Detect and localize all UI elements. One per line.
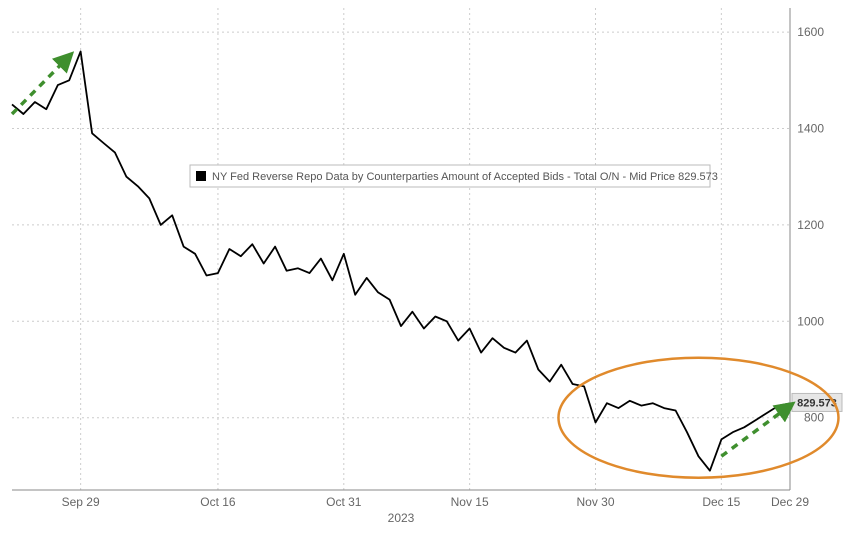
chart-container: 800 1000 1200 1400 1600 Sep 29 Oct 16 Oct 31 Nov… <box>0 0 848 537</box>
chart-svg: 800 1000 1200 1400 1600 Sep 29 Oct 16 Oct 31 Nov… <box>0 0 848 537</box>
y-tick-label: 1000 <box>797 314 824 328</box>
y-tick-label: 1200 <box>797 218 824 232</box>
data-series-line <box>12 51 790 470</box>
x-tick-label: Nov 30 <box>576 495 614 509</box>
legend-label: NY Fed Reverse Repo Data by Counterparti… <box>212 171 718 183</box>
x-sub-label: 2023 <box>388 511 415 525</box>
y-tick-label: 1400 <box>797 122 824 136</box>
x-tick-label: Nov 15 <box>451 495 489 509</box>
y-tick-label: 1600 <box>797 25 824 39</box>
x-tick-label: Dec 15 <box>702 495 740 509</box>
trend-arrow <box>721 406 790 457</box>
y-tick-label: 800 <box>804 411 824 425</box>
x-tick-label: Oct 16 <box>200 495 236 509</box>
legend-marker <box>196 171 206 181</box>
x-tick-label: Oct 31 <box>326 495 362 509</box>
x-tick-label: Dec 29 <box>771 495 809 509</box>
x-tick-label: Sep 29 <box>62 495 100 509</box>
